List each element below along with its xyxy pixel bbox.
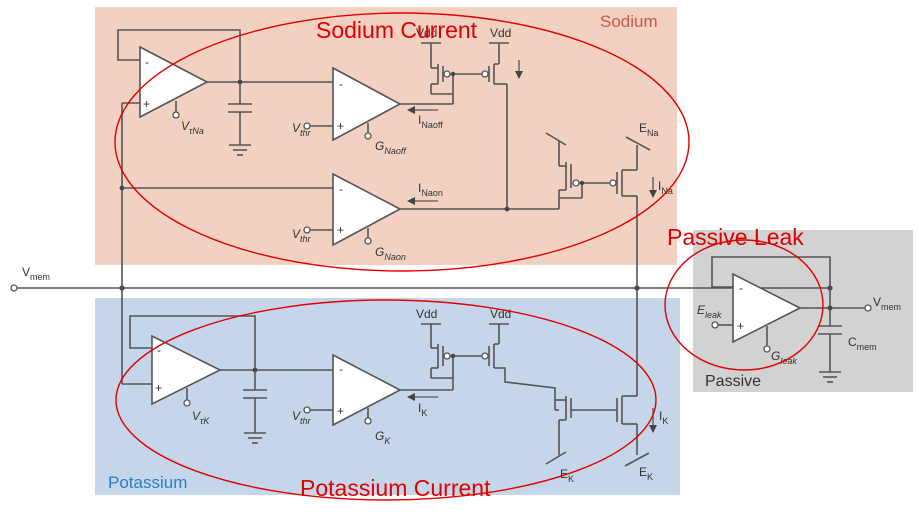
k-amplifier bbox=[303, 353, 453, 427]
k-tau-minus: - bbox=[157, 343, 161, 357]
e-leak-label: Eleak bbox=[697, 303, 722, 320]
na-off-amplifier bbox=[303, 66, 453, 142]
passive-leak-oval bbox=[664, 239, 824, 371]
e-k-label-left: EK bbox=[560, 467, 574, 484]
sodium-region-label: Sodium bbox=[600, 12, 658, 31]
leak-minus: - bbox=[739, 281, 743, 295]
potassium-current-title: Potassium Current bbox=[300, 475, 491, 501]
c-mem-label: Cmem bbox=[848, 335, 877, 352]
v-tau-na-label: VτNa bbox=[181, 119, 204, 136]
na-tau-plus: + bbox=[143, 97, 150, 111]
g-leak-label: Gleak bbox=[771, 349, 797, 366]
k-plus: + bbox=[337, 404, 344, 418]
vdd-label-k-1: Vdd bbox=[416, 307, 437, 321]
vdd-label-na-2: Vdd bbox=[490, 26, 511, 40]
g-k-label: GK bbox=[375, 429, 391, 446]
v-thr-label-2: Vthr bbox=[292, 227, 312, 244]
na-on-amplifier bbox=[122, 172, 559, 247]
g-naoff-label: GNaoff bbox=[375, 139, 407, 156]
i-naoff-label: INaoff bbox=[418, 113, 443, 130]
potassium-region-label: Potassium bbox=[108, 473, 187, 492]
k-minus: - bbox=[339, 362, 343, 376]
passive-leak-title: Passive Leak bbox=[667, 224, 804, 250]
passive-region-label: Passive bbox=[705, 373, 761, 390]
na-off-minus: - bbox=[339, 77, 343, 91]
k-tau-capacitor bbox=[243, 370, 267, 444]
membrane-capacitor bbox=[818, 308, 842, 383]
k-tau-plus: + bbox=[155, 381, 162, 395]
leak-amplifier bbox=[711, 256, 872, 353]
e-na-label: ENa bbox=[639, 121, 659, 138]
sodium-current-title: Sodium Current bbox=[316, 17, 478, 43]
na-on-plus: + bbox=[337, 223, 344, 237]
potassium-current-oval bbox=[115, 299, 657, 501]
sodium-region bbox=[95, 7, 677, 265]
v-thr-label-3: Vthr bbox=[292, 409, 312, 426]
g-naon-label: GNaon bbox=[375, 245, 406, 262]
i-k-label-left: IK bbox=[418, 401, 427, 418]
i-k-label-right: IK bbox=[659, 409, 668, 426]
na-output-stage bbox=[545, 132, 657, 288]
vdd-label-na-1: Vdd bbox=[416, 26, 437, 40]
vmem-output-label: Vmem bbox=[873, 295, 901, 312]
na-on-minus: - bbox=[339, 182, 343, 196]
e-k-label-right: EK bbox=[639, 465, 653, 482]
i-naon-label: INaon bbox=[418, 181, 443, 198]
k-output-stage bbox=[545, 288, 657, 467]
v-thr-label-1: Vthr bbox=[292, 121, 312, 138]
leak-plus: + bbox=[737, 319, 744, 333]
na-tau-minus: - bbox=[145, 55, 149, 69]
passive-region bbox=[693, 230, 913, 392]
vmem-input-label: Vmem bbox=[22, 265, 50, 282]
na-current-mirror bbox=[421, 42, 523, 209]
na-tau-capacitor bbox=[228, 82, 252, 156]
k-current-mirror bbox=[421, 323, 556, 400]
na-off-plus: + bbox=[337, 119, 344, 133]
vmem-bus bbox=[10, 284, 833, 292]
v-tau-k-label: VτK bbox=[192, 409, 210, 426]
sodium-current-oval bbox=[114, 12, 690, 272]
